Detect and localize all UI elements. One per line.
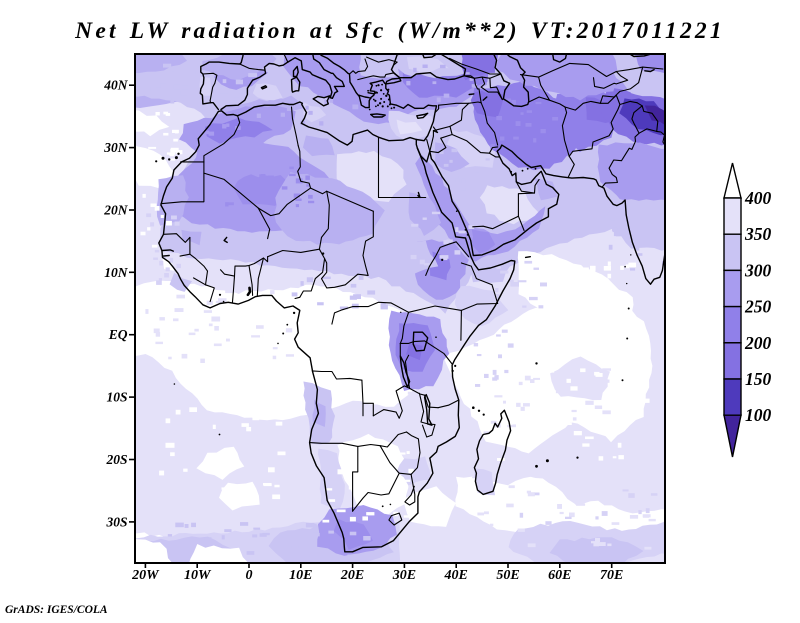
svg-text:EQ: EQ [108, 327, 128, 342]
svg-text:GrADS: IGES/COLA: GrADS: IGES/COLA [5, 604, 108, 616]
svg-text:50E: 50E [496, 568, 519, 583]
svg-text:10S: 10S [106, 390, 127, 405]
svg-text:30N: 30N [103, 140, 129, 155]
svg-text:10N: 10N [104, 265, 129, 280]
svg-text:30E: 30E [392, 568, 416, 583]
svg-text:10E: 10E [289, 568, 312, 583]
svg-text:40E: 40E [444, 568, 468, 583]
svg-text:Net LW radiation at Sfc (W/m**: Net LW radiation at Sfc (W/m**2) VT:2017… [74, 18, 725, 44]
svg-text:20W: 20W [131, 568, 160, 583]
svg-text:300: 300 [744, 260, 772, 280]
svg-text:20S: 20S [105, 452, 127, 467]
svg-text:350: 350 [744, 224, 772, 244]
svg-text:250: 250 [744, 297, 772, 317]
svg-text:100: 100 [745, 405, 772, 425]
svg-text:200: 200 [744, 333, 772, 353]
svg-text:40N: 40N [103, 78, 129, 93]
svg-text:0: 0 [246, 568, 253, 583]
svg-text:60E: 60E [548, 568, 571, 583]
svg-text:10W: 10W [184, 568, 212, 583]
svg-text:30S: 30S [105, 514, 127, 529]
svg-text:70E: 70E [600, 568, 623, 583]
svg-text:150: 150 [745, 369, 772, 389]
svg-text:20E: 20E [340, 568, 364, 583]
svg-text:400: 400 [744, 188, 772, 208]
svg-text:20N: 20N [103, 203, 129, 218]
